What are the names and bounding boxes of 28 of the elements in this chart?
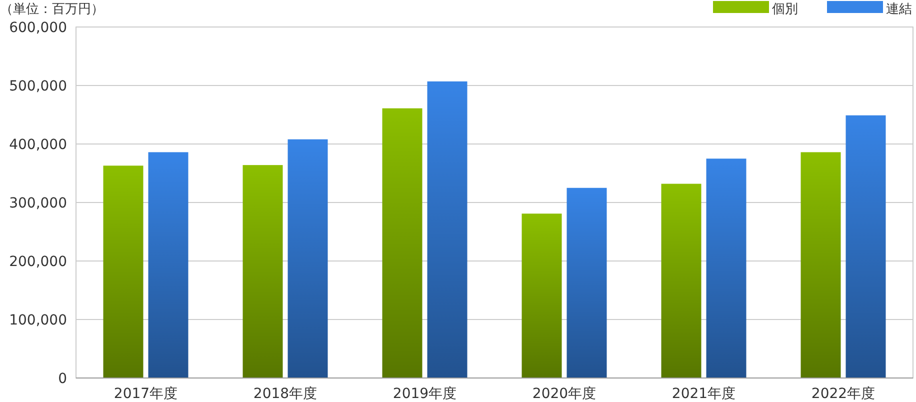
y-tick-label: 600,000	[9, 20, 67, 36]
x-tick-label: 2021年度	[672, 386, 736, 402]
legend-label: 個別	[772, 2, 798, 17]
x-tick-label: 2018年度	[253, 386, 318, 402]
bar	[427, 81, 468, 378]
bar	[382, 108, 422, 378]
x-tick-label: 2019年度	[392, 386, 457, 402]
y-axis-title: （単位：百万円）	[0, 2, 104, 17]
legend-label: 連結	[886, 2, 912, 17]
bar	[661, 184, 702, 378]
x-tick-label: 2020年度	[532, 386, 596, 402]
y-tick-label: 0	[58, 371, 67, 387]
y-tick-label: 300,000	[9, 196, 67, 212]
y-tick-label: 500,000	[9, 78, 67, 94]
x-tick-label: 2017年度	[114, 386, 178, 402]
bar	[800, 152, 841, 378]
bar	[148, 152, 188, 378]
bar	[288, 139, 328, 378]
bar	[706, 158, 746, 378]
y-tick-label: 100,000	[9, 312, 67, 328]
bar	[522, 214, 562, 378]
x-tick-label: 2022年度	[811, 386, 876, 402]
bar	[242, 165, 283, 378]
bar	[103, 166, 144, 378]
y-tick-label: 200,000	[9, 254, 67, 270]
y-tick-label: 400,000	[9, 137, 67, 153]
bar	[566, 188, 607, 378]
bar	[846, 115, 886, 378]
